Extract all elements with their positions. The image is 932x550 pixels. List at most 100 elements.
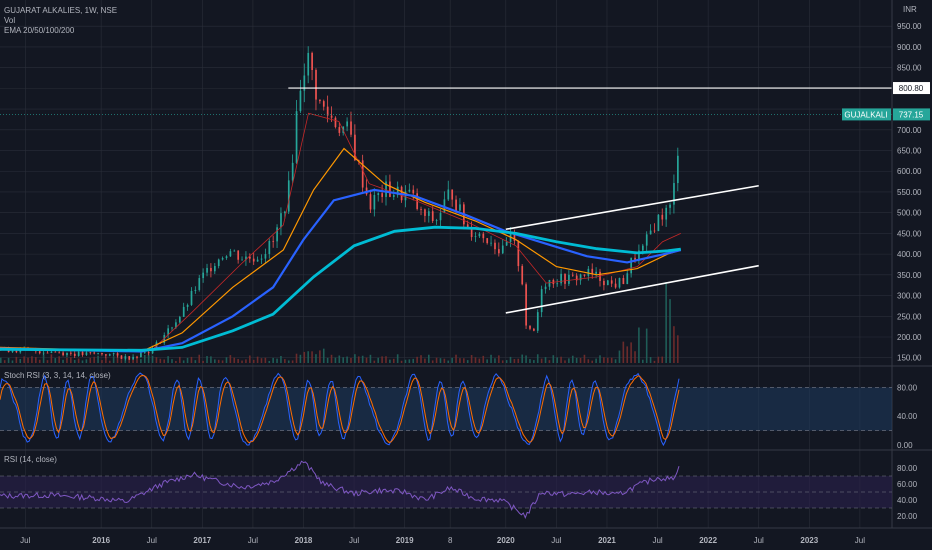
volume-bar <box>101 360 103 363</box>
candle-body <box>105 354 107 356</box>
candle-body <box>478 233 481 237</box>
candle-body <box>194 289 197 291</box>
candle-body <box>299 90 302 112</box>
volume-bar <box>338 355 341 363</box>
candle-body <box>614 283 617 288</box>
candle-body <box>544 286 547 290</box>
volume-bar <box>439 358 442 363</box>
symbol-title[interactable]: GUJARAT ALKALIES, 1W, NSE <box>4 6 118 15</box>
volume-bar <box>171 359 173 363</box>
candle-body <box>182 306 185 317</box>
candle-body <box>334 117 337 128</box>
volume-bar <box>291 360 294 363</box>
y-tick-label: 900.00 <box>897 43 922 52</box>
volume-bar <box>649 357 652 363</box>
candle-body <box>373 195 376 210</box>
candle-body <box>319 99 321 102</box>
channel-upper <box>505 184 759 231</box>
candle-body <box>233 250 236 252</box>
ema-label[interactable]: EMA 20/50/100/200 <box>4 26 75 35</box>
volume-bar <box>614 359 617 363</box>
volume-bar <box>229 355 232 363</box>
candle-body <box>470 227 473 238</box>
volume-bar <box>365 357 368 363</box>
rsi-tick-label: 40.00 <box>897 496 918 505</box>
candle-body <box>420 208 422 210</box>
candle-body <box>427 211 430 216</box>
candle-body <box>673 183 675 205</box>
candle-body <box>198 278 201 290</box>
resistance-tag-bg <box>893 82 930 95</box>
volume-bar <box>70 357 72 363</box>
candle-body <box>346 121 348 127</box>
candle-body <box>494 242 496 250</box>
x-tick-label: Jul <box>147 536 157 545</box>
volume-bar <box>377 357 380 363</box>
rsi-label[interactable]: RSI (14, close) <box>4 455 57 464</box>
x-tick-label: 2021 <box>598 536 616 545</box>
currency-label[interactable]: INR <box>903 5 917 14</box>
volume-bar <box>533 360 535 363</box>
candle-body <box>268 240 271 255</box>
volume-bar <box>513 359 516 363</box>
volume-bar <box>389 359 391 363</box>
candle-body <box>571 274 574 276</box>
volume-bar <box>284 359 286 363</box>
candle-body <box>291 162 294 181</box>
volume-bar <box>108 360 111 363</box>
candle-body <box>280 213 282 228</box>
volume-bar <box>23 356 25 363</box>
volume-bar <box>295 353 298 363</box>
candle-body <box>618 278 621 288</box>
volume-bar <box>641 359 644 363</box>
x-tick-label: 2022 <box>699 536 717 545</box>
volume-bar <box>638 327 640 363</box>
candle-body <box>70 352 72 354</box>
stoch-rsi-label[interactable]: Stoch RSI (3, 3, 14, 14, close) <box>4 371 111 380</box>
volume-bar <box>505 360 508 363</box>
volume-bar <box>54 358 57 363</box>
candle-body <box>213 266 216 272</box>
x-tick-label: 8 <box>448 536 453 545</box>
vol-label[interactable]: Vol <box>4 16 16 25</box>
candle-body <box>396 186 399 196</box>
resistance-tag-label: 800.80 <box>899 84 924 93</box>
volume-bar <box>62 359 64 363</box>
candle-body <box>15 350 18 353</box>
candle-body <box>295 111 298 163</box>
candle-body <box>272 240 275 242</box>
candle-body <box>206 267 208 273</box>
candle-body <box>575 275 578 281</box>
candle-body <box>350 121 352 135</box>
y-tick-label: 150.00 <box>897 354 922 363</box>
volume-bar <box>536 354 539 363</box>
candle-body <box>459 204 461 211</box>
candle-body <box>369 194 372 210</box>
volume-bar <box>105 357 107 363</box>
volume-bar <box>35 357 37 363</box>
y-tick-label: 300.00 <box>897 292 922 301</box>
volume-bar <box>81 360 84 363</box>
volume-bar <box>564 360 566 363</box>
candle-body <box>591 268 594 274</box>
candle-body <box>202 272 205 279</box>
x-tick-label: 2017 <box>193 536 211 545</box>
rsi-tick-label: 80.00 <box>897 464 918 473</box>
ema-line-20 <box>0 112 681 351</box>
volume-bars <box>0 281 679 363</box>
volume-bar <box>46 360 49 363</box>
x-tick-label: 2019 <box>396 536 414 545</box>
volume-bar <box>155 357 158 363</box>
x-tick-label: Jul <box>349 536 359 545</box>
candle-body <box>175 322 177 328</box>
volume-bar <box>303 351 306 363</box>
candle-body <box>245 256 247 260</box>
candle-body <box>42 352 45 354</box>
stoch-tick-label: 0.00 <box>897 441 913 450</box>
candle-body <box>354 134 356 161</box>
volume-bar <box>299 354 302 363</box>
candle-body <box>490 242 492 244</box>
volume-bar <box>147 354 150 363</box>
volume-bar <box>420 355 422 363</box>
